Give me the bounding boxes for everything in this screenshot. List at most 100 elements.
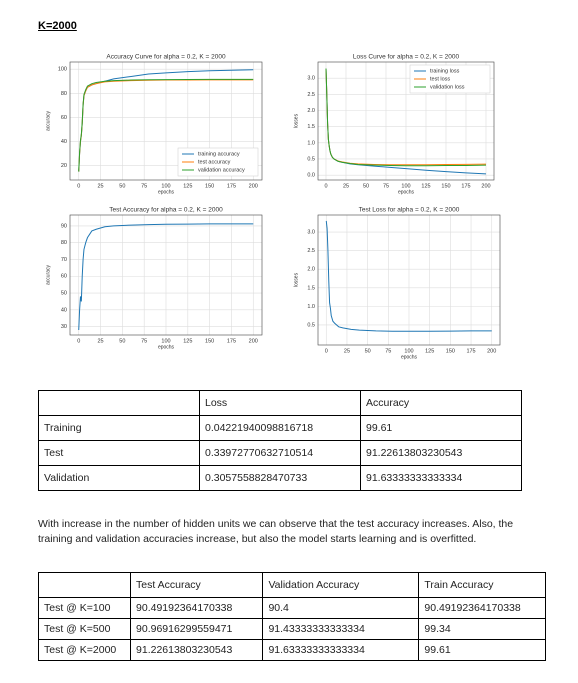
- y-axis-label: losses: [293, 272, 299, 287]
- table-cell: 90.49192364170338: [418, 597, 546, 619]
- table-cell: Test: [38, 440, 200, 466]
- y-tick-label: 0.0: [307, 173, 315, 179]
- table-cell: 0.33972770632710514: [199, 440, 361, 466]
- x-tick-label: 75: [141, 338, 147, 344]
- y-tick-label: 60: [61, 274, 67, 280]
- y-tick-label: 2.5: [307, 248, 315, 254]
- y-tick-label: 40: [61, 307, 67, 313]
- plot-frame: [317, 214, 501, 346]
- legend-label: validation accuracy: [198, 167, 245, 173]
- header-row: Loss Accuracy: [38, 390, 522, 416]
- x-tick-label: 0: [77, 338, 80, 344]
- y-tick-label: 100: [58, 67, 67, 73]
- legend-label: test accuracy: [198, 159, 231, 165]
- x-tick-label: 150: [205, 338, 214, 344]
- header-cell: Validation Accuracy: [262, 572, 420, 598]
- x-tick-label: 175: [227, 183, 236, 189]
- legend-label: test loss: [430, 76, 450, 82]
- legend-label: training accuracy: [198, 151, 240, 157]
- legend-label: training loss: [430, 68, 460, 74]
- x-tick-label: 0: [324, 183, 327, 189]
- table-row: Test @ K=100 90.49192364170338 90.4 90.4919…: [37, 597, 546, 619]
- x-tick-label: 175: [461, 183, 470, 189]
- y-tick-label: 1.5: [307, 285, 315, 291]
- y-axis-label: losses: [293, 113, 299, 128]
- table-row: Validation 0.3057558828470733 91.633333333…: [38, 465, 522, 491]
- table-cell: 91.63333333333334: [360, 465, 522, 491]
- x-tick-label: 125: [421, 183, 430, 189]
- y-tick-label: 3.0: [307, 76, 315, 82]
- x-tick-label: 100: [404, 348, 413, 354]
- y-tick-label: 1.0: [307, 140, 315, 146]
- data-line: [325, 220, 492, 332]
- y-tick-label: 2.5: [307, 92, 315, 98]
- plot-frame: [317, 61, 495, 181]
- x-tick-label: 25: [343, 183, 349, 189]
- x-tick-label: 125: [183, 338, 192, 344]
- table-cell: 99.34: [418, 618, 546, 640]
- y-tick-label: 50: [61, 290, 67, 296]
- data-line: [325, 68, 487, 167]
- results-table: Loss Accuracy Training 0.04221940098816718 9…: [38, 390, 522, 491]
- x-tick-label: 25: [97, 183, 103, 189]
- table-cell: 90.49192364170338: [130, 597, 264, 619]
- y-tick-label: 0.5: [307, 322, 315, 328]
- x-tick-label: 200: [249, 338, 258, 344]
- table-cell: 99.61: [360, 415, 522, 441]
- plot-frame: [69, 214, 263, 336]
- table-cell: 99.61: [418, 639, 546, 661]
- table-row: Test @ K=2000 91.22613803230543 91.6333333…: [37, 639, 546, 661]
- x-tick-label: 75: [141, 183, 147, 189]
- y-tick-label: 70: [61, 257, 67, 263]
- y-tick-label: 1.5: [307, 124, 315, 130]
- table-row: Test 0.33972770632710514 91.22613803230543: [38, 440, 522, 466]
- x-tick-label: 100: [161, 338, 170, 344]
- header-cell: [37, 572, 132, 598]
- table-cell: Training: [38, 415, 200, 441]
- table-cell: Test @ K=500: [37, 618, 132, 640]
- x-tick-label: 175: [466, 348, 475, 354]
- table-cell: 0.04221940098816718: [199, 415, 361, 441]
- x-tick-label: 150: [441, 183, 450, 189]
- table-cell: 91.22613803230543: [360, 440, 522, 466]
- data-line: [78, 223, 254, 330]
- table-cell: 0.3057558828470733: [199, 465, 361, 491]
- chart-title: Test Loss for alpha = 0.2, K = 2000: [359, 207, 460, 214]
- plot-frame: [69, 61, 263, 181]
- table-body: Loss Accuracy Training 0.04221940098816718 9…: [38, 390, 522, 491]
- y-tick-label: 20: [61, 163, 67, 169]
- header-cell: [38, 390, 200, 416]
- x-tick-label: 200: [487, 348, 496, 354]
- x-tick-label: 75: [385, 348, 391, 354]
- y-tick-label: 30: [61, 324, 67, 330]
- heading: K=2000: [38, 20, 77, 32]
- x-tick-label: 200: [481, 183, 490, 189]
- table-row: Training 0.04221940098816718 99.61: [38, 415, 522, 441]
- y-tick-label: 90: [61, 223, 67, 229]
- y-tick-label: 80: [61, 240, 67, 246]
- y-tick-label: 2.0: [307, 108, 315, 114]
- x-tick-label: 25: [97, 338, 103, 344]
- table-cell: 91.63333333333334: [262, 639, 420, 661]
- x-tick-label: 100: [161, 183, 170, 189]
- x-tick-label: 0: [77, 183, 80, 189]
- x-tick-label: 175: [227, 338, 236, 344]
- x-tick-label: 125: [425, 348, 434, 354]
- x-axis-label: epochs: [401, 354, 418, 360]
- table-cell: 91.22613803230543: [130, 639, 264, 661]
- y-tick-label: 3.0: [307, 230, 315, 236]
- y-tick-label: 0.5: [307, 156, 315, 162]
- y-tick-label: 60: [61, 115, 67, 121]
- x-tick-label: 50: [365, 348, 371, 354]
- x-tick-label: 50: [363, 183, 369, 189]
- x-tick-label: 75: [383, 183, 389, 189]
- legend-label: validation loss: [430, 84, 465, 90]
- y-tick-label: 80: [61, 91, 67, 97]
- x-tick-label: 150: [205, 183, 214, 189]
- header-cell: Accuracy: [360, 390, 522, 416]
- data-line: [78, 78, 254, 172]
- y-axis-label: accuracy: [45, 111, 51, 132]
- x-tick-label: 50: [119, 183, 125, 189]
